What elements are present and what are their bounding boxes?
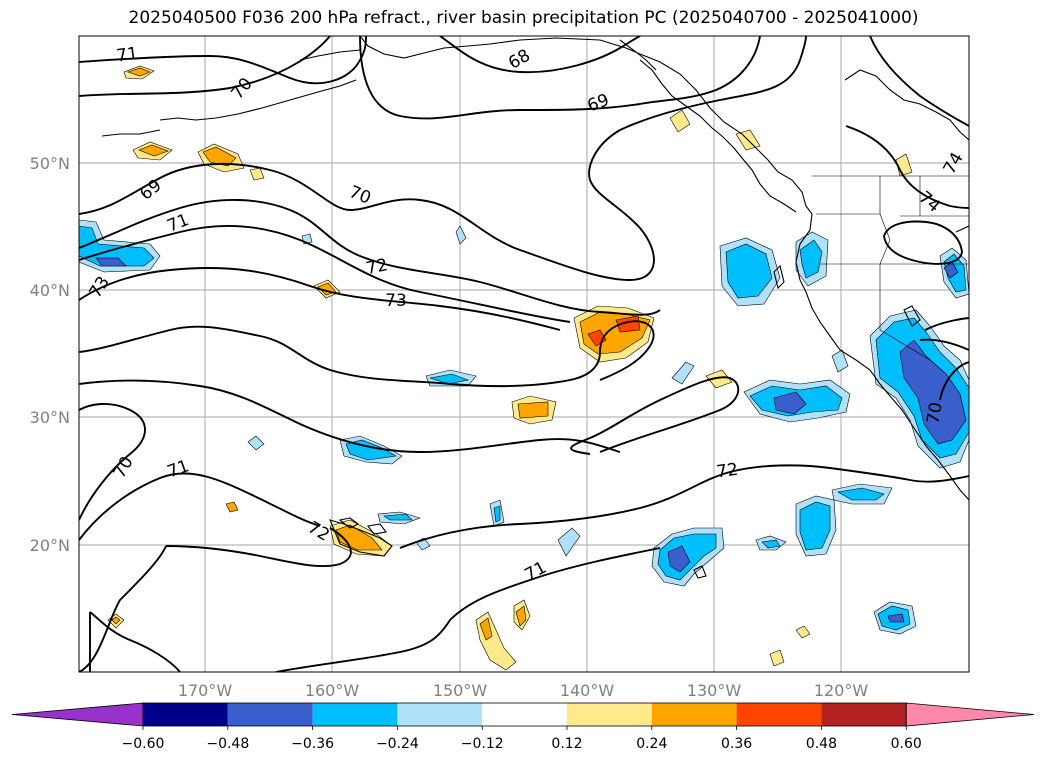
lon-label-160w: 160°W (305, 681, 360, 700)
contour-label: 72 (715, 460, 739, 483)
map-frame (78, 35, 970, 673)
coastlines (101, 36, 969, 579)
longitude-labels: 170°W 160°W 150°W 140°W 130°W 120°W (178, 681, 869, 700)
colorbar: −0.60 −0.48 −0.36 −0.24 −0.12 0.12 0.24 0.36 0.4… (11, 702, 1035, 752)
lon-label-120w: 120°W (814, 681, 869, 700)
map-title: 2025040500 F036 200 hPa refract., river … (128, 8, 919, 28)
colorbar-tick-label: −0.36 (291, 736, 334, 752)
colorbar-tick-label: 0.24 (636, 736, 667, 752)
latitude-labels: 50°N 40°N 30°N 20°N (30, 154, 70, 555)
precipitation-fill (79, 65, 969, 671)
colorbar-segment (821, 703, 907, 726)
lat-label-20n: 20°N (30, 536, 70, 555)
colorbar-segment (651, 703, 737, 726)
colorbar-tick-label: −0.12 (461, 736, 504, 752)
colorbar-segment (482, 703, 567, 726)
contour-label: 73 (385, 291, 407, 311)
colorbar-arrow-low (11, 702, 144, 727)
colorbar-tick-label: −0.48 (206, 736, 249, 752)
lon-label-170w: 170°W (178, 681, 233, 700)
lon-label-140w: 140°W (560, 681, 615, 700)
colorbar-tick-label: −0.60 (122, 736, 165, 752)
colorbar-tick-label: 0.48 (806, 736, 837, 752)
contour-label: 72 (364, 255, 389, 279)
map-plot-area: 71 70 68 69 69 70 71 72 73 73 74 74 70 7… (79, 36, 969, 672)
colorbar-segment (227, 703, 313, 726)
colorbar-segment (312, 703, 398, 726)
boundaries (812, 175, 969, 361)
lat-label-50n: 50°N (30, 154, 70, 173)
contour-label: 70 (923, 401, 946, 426)
lon-label-130w: 130°W (687, 681, 742, 700)
colorbar-tick-label: 0.36 (721, 736, 752, 752)
colorbar-segment (736, 703, 822, 726)
lon-label-150w: 150°W (433, 681, 488, 700)
colorbar-segment (397, 703, 483, 726)
colorbar-arrow-high (905, 702, 1035, 727)
colorbar-tick-label: −0.24 (376, 736, 419, 752)
colorbar-tick-label: 0.12 (551, 736, 582, 752)
colorbar-tick-label: 0.60 (891, 736, 922, 752)
lat-label-40n: 40°N (30, 281, 70, 300)
refractivity-contours (79, 36, 969, 672)
colorbar-segment (567, 703, 652, 726)
colorbar-segment (143, 703, 228, 726)
contour-label: 71 (115, 44, 139, 67)
lat-label-30n: 30°N (30, 408, 70, 427)
